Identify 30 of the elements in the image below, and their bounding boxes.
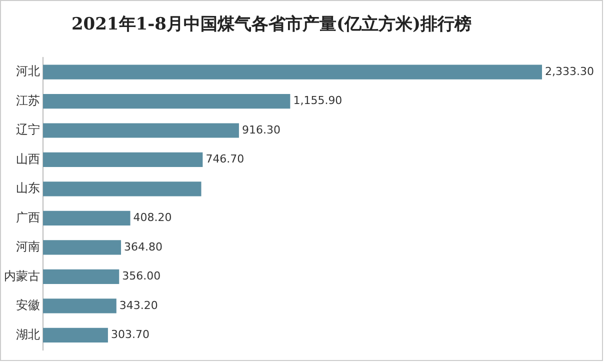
bar <box>43 123 239 138</box>
y-tick-label: 河南 <box>16 240 40 254</box>
bar <box>43 94 290 109</box>
data-label: 916.30 <box>242 123 280 136</box>
bar <box>43 328 108 342</box>
bar <box>43 152 203 168</box>
data-label: 746.70 <box>206 152 244 166</box>
y-tick-label: 山东 <box>16 181 40 196</box>
bar <box>43 269 120 284</box>
data-label: 343.20 <box>119 298 158 312</box>
bar <box>43 64 542 80</box>
data-label: 303.70 <box>110 328 150 342</box>
y-tick-label: 湖北 <box>16 327 40 342</box>
y-tick-label: 安徽 <box>16 298 40 312</box>
data-label: 2,333.30 <box>545 64 594 78</box>
y-tick-label: 内蒙古 <box>4 268 40 283</box>
data-label: 408.20 <box>133 211 172 224</box>
data-label: 356.00 <box>122 270 161 283</box>
data-label: 1,155.90 <box>293 94 342 108</box>
y-tick-label: 山西 <box>16 152 40 166</box>
y-tick-label: 广西 <box>16 210 40 224</box>
bar <box>43 298 116 314</box>
y-tick-label: 河北 <box>16 64 40 78</box>
chart-title: 2021年1-8月中国煤气各省市产量(亿立方米)排行榜 <box>71 14 472 35</box>
y-tick-label: 江苏 <box>16 93 40 108</box>
bar <box>43 182 202 196</box>
bar <box>43 210 130 226</box>
y-tick-label: 辽宁 <box>16 122 40 137</box>
bar <box>43 240 122 255</box>
data-label: 364.80 <box>124 240 163 254</box>
